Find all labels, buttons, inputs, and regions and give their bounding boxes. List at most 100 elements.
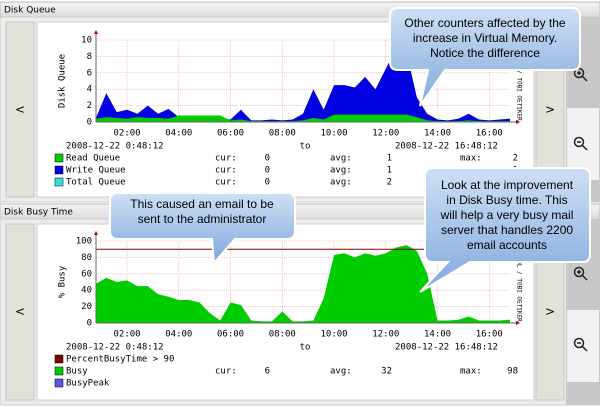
axis-arrow [516,120,520,124]
range-end: 2008-12-22 16:48:12 [395,142,498,152]
stat-value: 1 [387,154,392,164]
stat-label: cur: [215,166,237,176]
x-tick-label: 10:00 [321,129,348,139]
callout-text: sent to the administrator [138,212,267,226]
callouts [109,7,591,293]
watermark: RRDTOOL / TOBI OETIKER [516,242,523,322]
legend-label: Read Queue [66,154,120,164]
y-tick-label: 4 [87,85,92,95]
stat-value: 0 [265,154,270,164]
callout-text: server that handles 2200 [441,223,573,237]
stat-label: avg: [330,178,352,188]
stat-label: avg: [330,367,352,377]
x-tick-label: 06:00 [217,129,244,139]
zoom-out[interactable] [573,337,588,352]
zoom-in[interactable] [573,67,588,82]
stat-label: cur: [215,367,237,377]
range-to: to [300,142,311,152]
x-tick-label: 04:00 [165,129,192,139]
panel-title: Disk Busy Time [4,208,73,218]
range-start: 2008-12-22 0:48:12 [66,142,164,152]
x-tick-label: 14:00 [424,129,451,139]
axis-arrow [94,30,98,34]
legend-label: Total Queue [66,178,126,188]
legend-label: PercentBusyTime > 90 [66,355,174,365]
y-axis-label: Disk Queue [58,54,68,108]
legend-swatch [54,354,64,364]
legend-label: BusyPeak [66,379,110,389]
legend-label: Busy [66,367,88,377]
stat-value: 2 [387,178,392,188]
y-tick-label: 40 [81,286,92,296]
range-start: 2008-12-22 0:48:12 [66,343,164,353]
prev-button[interactable] [5,21,35,198]
x-tick-label: 02:00 [114,330,141,340]
callout-text: Look at the improvement [441,178,574,192]
range-end: 2008-12-22 16:48:12 [395,343,498,353]
x-tick-label: 12:00 [372,330,399,340]
stat-value: 2 [513,154,518,164]
x-tick-label: 04:00 [165,330,192,340]
stat-value: 0 [265,178,270,188]
callout-text: will help a very busy mail [440,208,574,222]
x-tick-label: 10:00 [321,330,348,340]
x-tick-label: 12:00 [372,129,399,139]
stat-value: 98 [507,367,518,377]
prev-label[interactable]: < [15,103,25,117]
callout-text: Other counters affected by the [404,16,566,30]
x-tick-label: 16:00 [476,129,503,139]
callout-bubble [109,192,296,266]
y-tick-label: 60 [81,269,92,279]
x-tick-label: 16:00 [476,330,503,340]
panel-title: Disk Queue [4,6,56,16]
stat-value: 32 [381,367,392,377]
callout-text: email accounts [467,238,547,252]
x-tick-label: 02:00 [114,129,141,139]
callout-text: in Disk Busy time. This [446,193,567,207]
range-to: to [300,343,311,353]
x-tick-label: 08:00 [269,330,296,340]
x-tick-label: 08:00 [269,129,296,139]
stat-label: cur: [215,154,237,164]
y-tick-label: 6 [87,68,92,78]
axis-arrow [516,321,520,325]
zoom-out[interactable] [573,136,588,151]
y-tick-label: 20 [81,302,92,312]
series-area [96,114,510,122]
y-tick-label: 10 [81,36,92,46]
stat-label: avg: [330,166,352,176]
y-tick-label: 0 [87,319,92,329]
y-tick-label: 8 [87,52,92,62]
legend-label: Write Queue [66,166,126,176]
y-tick-label: 100 [76,237,92,247]
callout-bubble [419,167,591,293]
zoom-in[interactable] [573,266,588,281]
stat-label: cur: [215,178,237,188]
stat-label: avg: [330,154,352,164]
series-area [96,245,510,323]
callout-bubble [389,7,581,107]
y-tick-label: 80 [81,253,92,263]
legend-swatch [54,153,64,163]
legend-swatch [54,165,64,175]
callout-text: This caused an email to be [130,197,274,211]
stat-label: max: [460,154,482,164]
prev-label[interactable]: < [15,305,25,319]
axis-arrow [94,231,98,235]
stat-label: max: [460,367,482,377]
y-tick-label: 2 [87,101,92,111]
stat-value: 6 [265,367,270,377]
next-label[interactable]: > [545,305,555,319]
callout-text: Notice the difference [430,46,540,60]
stat-value: 1 [387,166,392,176]
prev-button[interactable] [5,223,35,401]
next-label[interactable]: > [545,103,555,117]
x-tick-label: 14:00 [424,330,451,340]
y-axis-label: % Busy [58,265,68,298]
zoom-icons [573,67,588,352]
stat-value: 0 [265,166,270,176]
legend-swatch [54,177,64,187]
watermark: RRDTOOL / TOBI OETIKER [516,41,523,121]
